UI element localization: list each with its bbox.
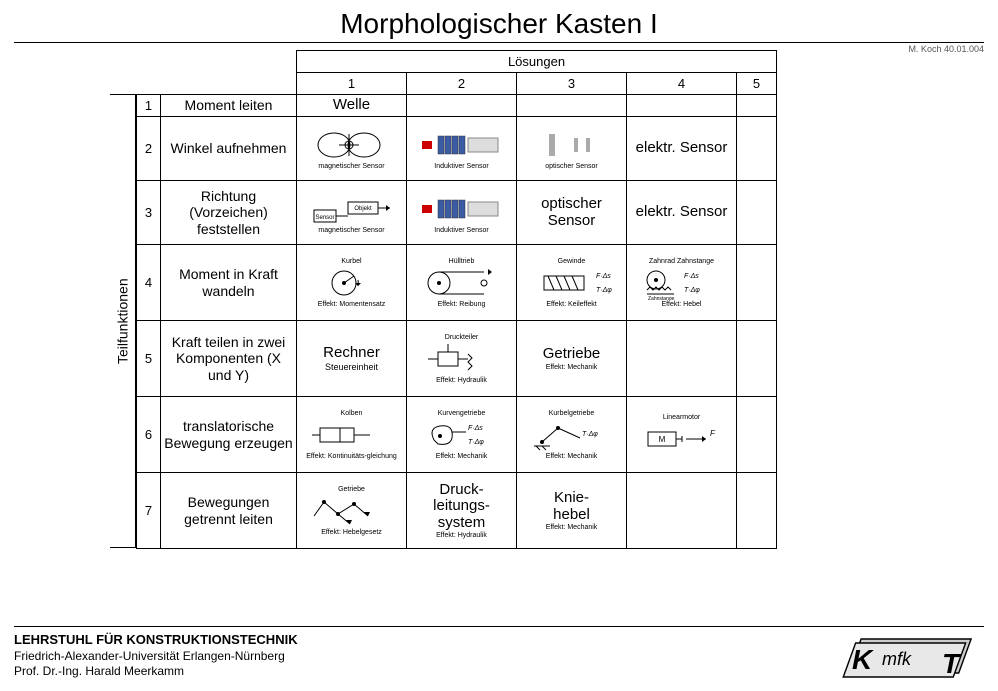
col-head-3: 3: [517, 73, 627, 95]
solution-cell: [627, 473, 737, 549]
crank-mech-icon: T·Δφ: [524, 418, 620, 452]
solution-cell: Induktiver Sensor: [407, 117, 517, 181]
rack-icon: F·Δs T·Δφ Zahnstange: [634, 266, 730, 300]
row-num: 4: [137, 245, 161, 321]
crank-icon: [304, 266, 400, 300]
function-cell: Bewegungen getrennt leiten: [161, 473, 297, 549]
svg-text:F: F: [710, 429, 716, 438]
svg-text:T·Δφ: T·Δφ: [468, 439, 484, 446]
function-cell: Winkel aufnehmen: [161, 117, 297, 181]
logo-icon: K mfk T: [824, 631, 984, 681]
svg-text:Objekt: Objekt: [354, 206, 372, 212]
belt-icon: [414, 266, 510, 300]
row-num: 6: [137, 397, 161, 473]
solution-cell: GetriebeEffekt: Mechanik: [517, 321, 627, 397]
svg-text:Sensor: Sensor: [315, 215, 334, 221]
footer: LEHRSTUHL FÜR KONSTRUKTIONSTECHNIK Fried…: [14, 626, 984, 681]
function-cell: Kraft teilen in zwei Komponenten (X und …: [161, 321, 297, 397]
solution-cell: Druck-leitungs-systemEffekt: Hydraulik: [407, 473, 517, 549]
col-head-2: 2: [407, 73, 517, 95]
solution-cell: Sensor Objekt magnetischer Sensor: [297, 181, 407, 245]
function-cell: Richtung (Vorzeichen) feststellen: [161, 181, 297, 245]
solutions-header: Lösungen: [297, 51, 777, 73]
morph-box: Teilfunktionen Lösungen 12345 1Moment le…: [110, 50, 777, 549]
linkage-icon: [304, 494, 400, 528]
row-num: 3: [137, 181, 161, 245]
solution-cell: [737, 95, 777, 117]
function-cell: translatorische Bewegung erzeugen: [161, 397, 297, 473]
solution-cell: Kolben Effekt: Kontinuitäts-gleichung: [297, 397, 407, 473]
function-cell: Moment in Kraft wandeln: [161, 245, 297, 321]
solution-cell: [737, 397, 777, 473]
footer-line1: LEHRSTUHL FÜR KONSTRUKTIONSTECHNIK: [14, 632, 298, 649]
svg-text:Zahnstange: Zahnstange: [648, 296, 675, 300]
solution-cell: [737, 181, 777, 245]
solution-cell: Zahnrad Zahnstange F·Δs T·Δφ ZahnstangeE…: [627, 245, 737, 321]
function-cell: Moment leiten: [161, 95, 297, 117]
sensor-object-icon: Sensor Objekt: [304, 192, 400, 226]
linear-motor-icon: M F: [634, 422, 730, 456]
solution-cell: magnetischer Sensor: [297, 117, 407, 181]
solution-cell: elektr. Sensor: [627, 117, 737, 181]
piston-icon: [304, 418, 400, 452]
solution-cell: [737, 117, 777, 181]
row-num: 7: [137, 473, 161, 549]
inductive-icon: [414, 128, 510, 162]
solution-cell: [737, 321, 777, 397]
row-num: 2: [137, 117, 161, 181]
solution-cell: Linearmotor M F: [627, 397, 737, 473]
solution-cell: [407, 95, 517, 117]
page-title: Morphologischer Kasten I: [0, 0, 998, 40]
col-head-4: 4: [627, 73, 737, 95]
svg-text:T·Δφ: T·Δφ: [596, 287, 612, 294]
svg-text:T: T: [942, 648, 962, 679]
solution-cell: elektr. Sensor: [627, 181, 737, 245]
solution-cell: Knie-hebelEffekt: Mechanik: [517, 473, 627, 549]
solution-cell: Kurvengetriebe F·Δs T·ΔφEffekt: Mechanik: [407, 397, 517, 473]
col-head-1: 1: [297, 73, 407, 95]
thread-icon: F·Δs T·Δφ: [524, 266, 620, 300]
reference-code: M. Koch 40.01.004: [908, 44, 984, 54]
svg-text:K: K: [852, 644, 874, 675]
solution-cell: Kurbel Effekt: Momentensatz: [297, 245, 407, 321]
svg-text:mfk: mfk: [882, 649, 912, 669]
solution-cell: Druckteiler Effekt: Hydraulik: [407, 321, 517, 397]
solution-cell: [517, 95, 627, 117]
coil-sensor-icon: [304, 128, 400, 162]
svg-text:T·Δφ: T·Δφ: [684, 287, 700, 294]
solution-cell: Gewinde F·Δs T·ΔφEffekt: Keileffekt: [517, 245, 627, 321]
solution-cell: [627, 95, 737, 117]
solution-cell: Welle: [297, 95, 407, 117]
morph-table: Lösungen 12345 1Moment leitenWelle2Winke…: [136, 50, 777, 549]
solution-cell: Hülltrieb Effekt: Reibung: [407, 245, 517, 321]
solution-cell: RechnerSteuereinheit: [297, 321, 407, 397]
solution-cell: Getriebe Effekt: Hebelgesetz: [297, 473, 407, 549]
solution-cell: optischer Sensor: [517, 181, 627, 245]
row-num: 1: [137, 95, 161, 117]
svg-text:M: M: [658, 435, 665, 444]
svg-text:F·Δs: F·Δs: [684, 273, 699, 280]
svg-text:T·Δφ: T·Δφ: [582, 431, 598, 438]
solution-cell: Induktiver Sensor: [407, 181, 517, 245]
col-head-5: 5: [737, 73, 777, 95]
svg-text:F·Δs: F·Δs: [596, 273, 611, 280]
cam-icon: F·Δs T·Δφ: [414, 418, 510, 452]
side-label: Teilfunktionen: [110, 94, 136, 548]
solution-cell: Kurbelgetriebe T·ΔφEffekt: Mechanik: [517, 397, 627, 473]
solution-cell: [737, 245, 777, 321]
footer-line2: Friedrich-Alexander-Universität Erlangen…: [14, 649, 298, 665]
row-num: 5: [137, 321, 161, 397]
hydraulic-icon: [414, 342, 510, 376]
optical-bars-icon: [524, 128, 620, 162]
inductive-icon: [414, 192, 510, 226]
title-rule: [14, 42, 984, 43]
svg-text:F·Δs: F·Δs: [468, 425, 483, 432]
solution-cell: [627, 321, 737, 397]
footer-line3: Prof. Dr.-Ing. Harald Meerkamm: [14, 664, 298, 680]
solution-cell: optischer Sensor: [517, 117, 627, 181]
footer-text: LEHRSTUHL FÜR KONSTRUKTIONSTECHNIK Fried…: [14, 632, 298, 680]
solution-cell: [737, 473, 777, 549]
